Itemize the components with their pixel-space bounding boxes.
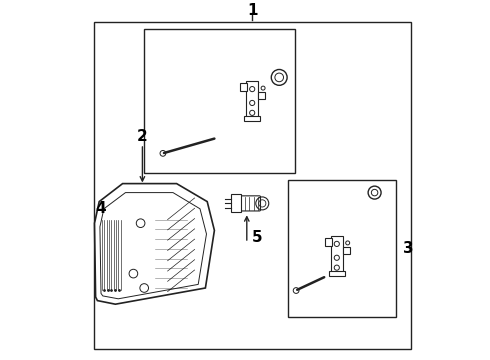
Text: 1: 1 — [247, 3, 257, 18]
Polygon shape — [95, 184, 215, 304]
Bar — [258, 92, 265, 99]
FancyBboxPatch shape — [239, 196, 261, 211]
Bar — [144, 29, 295, 173]
Bar — [325, 238, 332, 246]
Bar — [343, 247, 350, 254]
Bar — [231, 194, 242, 212]
Bar — [246, 81, 258, 117]
Bar — [240, 83, 247, 91]
Bar — [94, 22, 411, 349]
Bar — [288, 180, 396, 317]
Text: 5: 5 — [252, 230, 263, 245]
Bar — [245, 116, 260, 121]
Bar — [331, 236, 343, 272]
Bar — [329, 271, 345, 276]
Text: 2: 2 — [137, 129, 148, 144]
Text: 4: 4 — [96, 201, 106, 216]
Text: 3: 3 — [403, 241, 414, 256]
